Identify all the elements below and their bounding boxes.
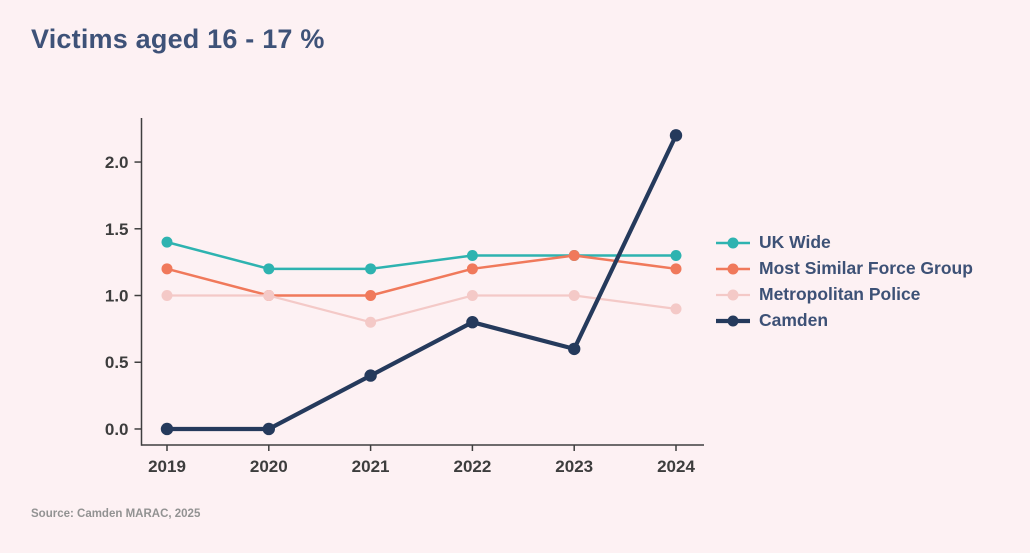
- legend-label: UK Wide: [759, 232, 831, 252]
- data-point-camden: [466, 316, 479, 329]
- data-point-most-similar-force-group: [161, 263, 173, 275]
- data-point-camden: [669, 129, 683, 142]
- legend-label: Metropolitan Police: [759, 284, 921, 304]
- x-tick-label: 2024: [657, 457, 695, 476]
- legend-label: Most Similar Force Group: [759, 258, 973, 278]
- data-point-metropolitan-police: [466, 290, 478, 302]
- legend-item-uk-wide: UK Wide: [716, 231, 973, 254]
- x-tick-label: 2023: [555, 457, 593, 476]
- line-marker-icon: [716, 288, 750, 302]
- y-tick-label: 1.0: [105, 287, 129, 306]
- legend-item-metropolitan-police: Metropolitan Police: [716, 283, 973, 306]
- y-tick-label: 0.0: [105, 420, 129, 439]
- source-caption: Source: Camden MARAC, 2025: [31, 508, 201, 520]
- data-point-uk-wide: [466, 249, 478, 261]
- data-point-most-similar-force-group: [568, 249, 580, 261]
- y-tick-label: 0.5: [105, 353, 129, 372]
- legend-item-most-similar-force-group: Most Similar Force Group: [716, 257, 973, 280]
- line-marker-icon: [716, 262, 750, 276]
- x-tick-label: 2020: [250, 457, 288, 476]
- data-point-uk-wide: [161, 236, 173, 248]
- data-point-uk-wide: [670, 249, 682, 261]
- data-point-metropolitan-police: [161, 290, 173, 302]
- legend: UK Wide Most Similar Force Group Metropo…: [716, 231, 973, 332]
- data-point-most-similar-force-group: [365, 290, 377, 302]
- data-point-camden: [160, 422, 174, 436]
- series-line-camden: [164, 133, 679, 432]
- x-tick-label: 2022: [453, 457, 491, 476]
- data-point-uk-wide: [365, 263, 377, 275]
- series-line-most-similar-force-group: [165, 254, 678, 297]
- y-tick-label: 2.0: [105, 153, 129, 172]
- data-point-most-similar-force-group: [466, 263, 478, 275]
- legend-label: Camden: [759, 310, 829, 330]
- data-point-uk-wide: [263, 263, 275, 275]
- data-point-camden: [262, 422, 275, 436]
- series-line-uk-wide: [165, 240, 678, 271]
- data-point-metropolitan-police: [568, 290, 580, 302]
- data-point-most-similar-force-group: [670, 263, 682, 275]
- data-point-metropolitan-police: [365, 316, 377, 328]
- data-point-camden: [568, 342, 581, 356]
- data-point-metropolitan-police: [670, 303, 682, 315]
- y-tick-label: 1.5: [105, 220, 129, 239]
- line-marker-icon: [716, 236, 750, 250]
- line-marker-icon: [716, 314, 750, 328]
- data-point-camden: [364, 369, 377, 382]
- series-line-metropolitan-police: [165, 294, 678, 324]
- x-tick-label: 2019: [148, 457, 186, 476]
- data-point-metropolitan-police: [263, 290, 275, 302]
- legend-item-camden: Camden: [716, 309, 973, 332]
- x-tick-label: 2021: [352, 457, 390, 476]
- chart-title: Victims aged 16 - 17 %: [31, 24, 325, 54]
